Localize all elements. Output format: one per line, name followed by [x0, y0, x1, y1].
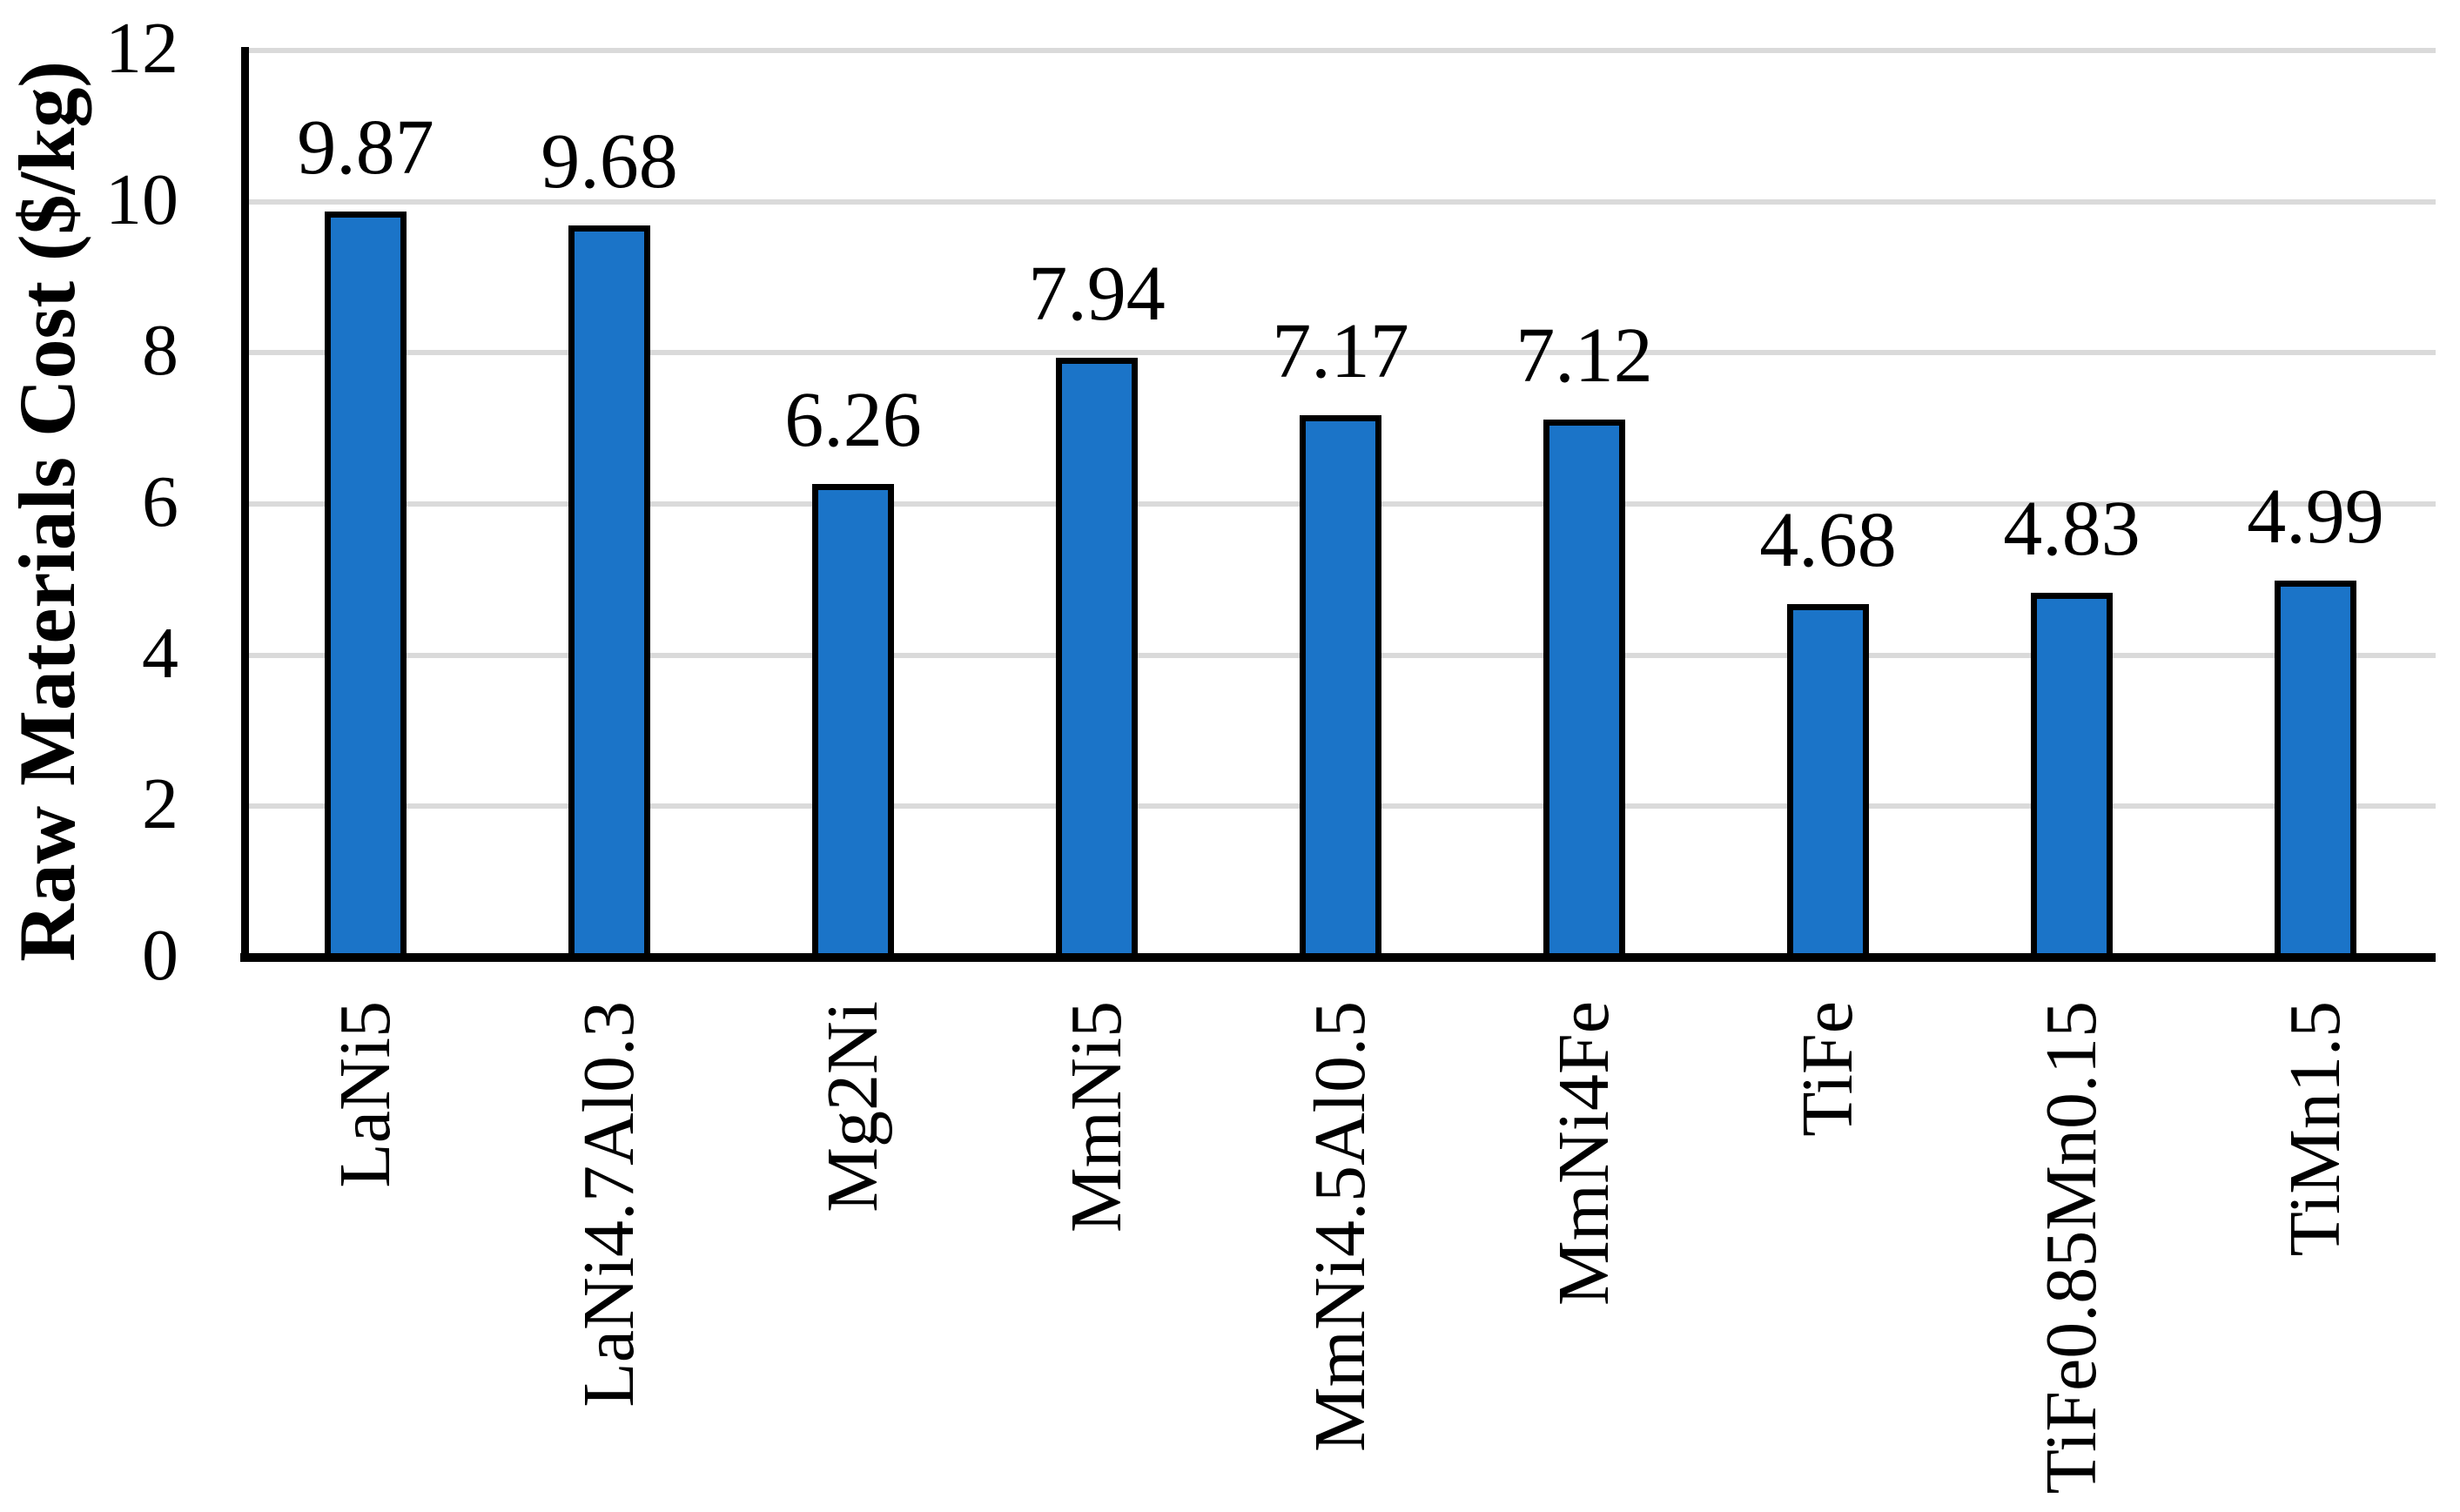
gridline	[249, 48, 2436, 53]
bar-value-label: 7.94	[1028, 251, 1166, 337]
x-category-label: TiMn1.5	[2275, 1001, 2356, 1257]
x-category-label: TiFe	[1787, 1001, 1868, 1137]
x-category-label: LaNi5	[325, 1001, 406, 1188]
y-tick-label: 4	[142, 613, 178, 694]
bar-value-label: 4.83	[2003, 486, 2141, 572]
y-tick-label: 2	[142, 763, 178, 844]
y-tick-label: 6	[142, 461, 178, 542]
y-tick-label: 0	[142, 915, 178, 996]
bar-value-label: 4.99	[2247, 474, 2384, 560]
bar-value-label: 6.26	[784, 377, 922, 463]
bar	[1543, 420, 1625, 960]
x-category-label: TiFe0.85Mn0.15	[2031, 1001, 2112, 1495]
bar	[1787, 604, 1869, 960]
gridline	[249, 199, 2436, 205]
x-category-label: MmNi4Fe	[1543, 1001, 1624, 1307]
bar-value-label: 9.87	[297, 104, 434, 191]
y-tick-label: 10	[105, 159, 178, 240]
x-category-label: MmNi4.5Al0.5	[1300, 1001, 1381, 1453]
x-axis-line	[240, 953, 2436, 962]
gridline	[249, 350, 2436, 355]
bar-value-label: 9.68	[541, 118, 678, 205]
x-category-label: Mg2Ni	[812, 1001, 893, 1213]
bar-value-label: 7.12	[1516, 312, 1653, 399]
bar	[568, 225, 650, 960]
y-axis-line	[241, 47, 249, 962]
x-category-label: MmNi5	[1056, 1001, 1137, 1233]
bar	[1300, 415, 1381, 960]
bar	[2031, 593, 2113, 960]
bar	[812, 484, 894, 960]
bar-value-label: 7.17	[1272, 308, 1409, 394]
bar-value-label: 4.68	[1759, 497, 1897, 583]
y-tick-label: 12	[105, 8, 178, 89]
bar	[325, 212, 407, 960]
x-category-label: LaNi4.7Al0.3	[568, 1001, 649, 1408]
bar	[2275, 581, 2356, 960]
y-tick-label: 8	[142, 310, 178, 391]
bar	[1056, 358, 1138, 960]
